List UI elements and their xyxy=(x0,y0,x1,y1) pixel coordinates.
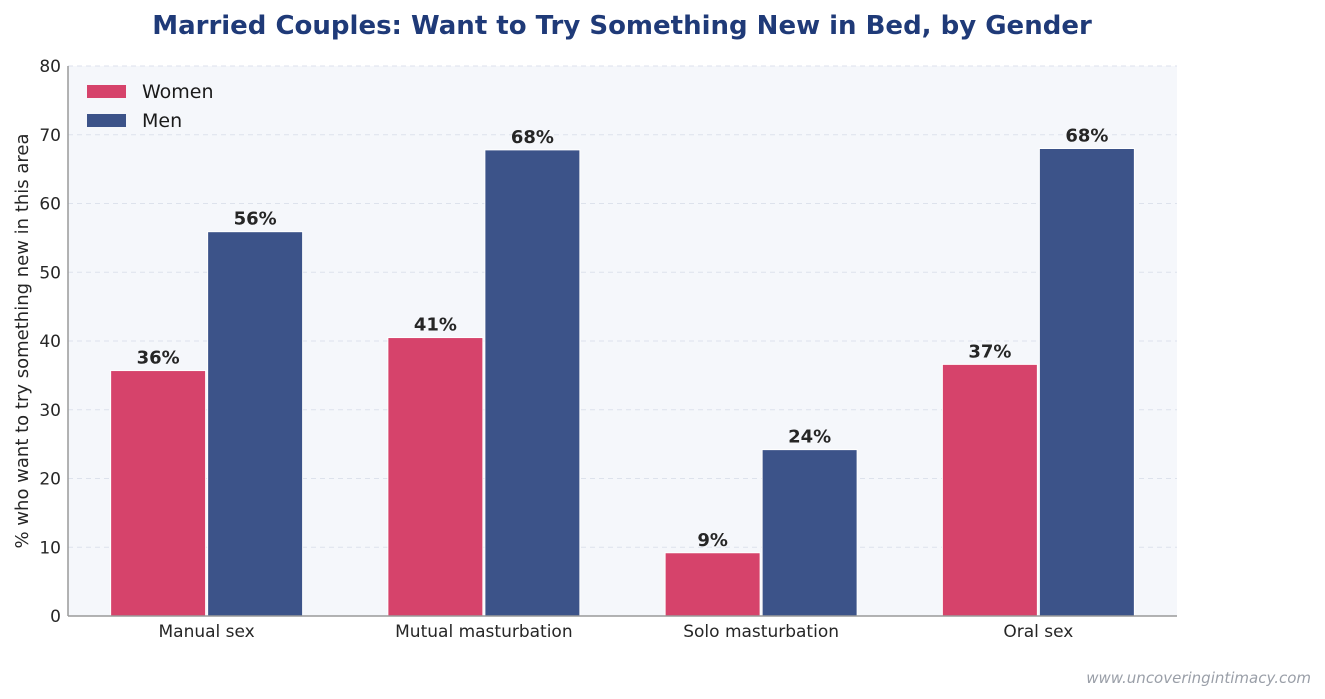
data-label: 37% xyxy=(968,341,1011,362)
x-tick-label: Manual sex xyxy=(158,622,254,642)
bar-women-1 xyxy=(387,337,484,617)
data-label: 36% xyxy=(137,348,180,369)
data-label: 68% xyxy=(511,127,554,148)
bar-women-2 xyxy=(664,552,761,617)
y-tick-label: 70 xyxy=(39,126,61,146)
x-tick-label: Solo masturbation xyxy=(683,622,839,642)
bar-men-1 xyxy=(484,149,581,617)
bar-women-0 xyxy=(110,370,207,617)
y-tick-label: 50 xyxy=(39,263,61,283)
legend-label: Men xyxy=(142,110,182,132)
data-label: 68% xyxy=(1065,126,1108,147)
data-labels: 36% 56% 41% 68% 9% 24% 37% 68% xyxy=(137,126,1109,551)
legend-swatch-women xyxy=(87,85,126,98)
data-label: 56% xyxy=(234,209,277,230)
x-tick-label: Mutual masturbation xyxy=(395,622,572,642)
y-tick-label: 20 xyxy=(39,470,61,490)
y-tick-label: 40 xyxy=(39,332,61,352)
data-label: 41% xyxy=(414,315,457,336)
y-tick-label: 30 xyxy=(39,401,61,421)
watermark: www.uncoveringintimacy.com xyxy=(1086,669,1311,687)
data-label: 9% xyxy=(697,530,728,551)
y-tick-label: 0 xyxy=(50,607,61,627)
legend-label: Women xyxy=(142,81,214,103)
x-tick-label: Oral sex xyxy=(1003,622,1073,642)
y-tick-label: 80 xyxy=(39,57,61,77)
data-label: 24% xyxy=(788,427,831,448)
x-axis-ticks: Manual sex Mutual masturbation Solo mastur… xyxy=(158,622,1073,642)
y-axis-label: % who want to try something new in this … xyxy=(12,133,33,548)
chart-title: Married Couples: Want to Try Something N… xyxy=(152,11,1092,41)
y-axis-ticks: 0 10 20 30 40 50 60 70 80 xyxy=(39,57,61,627)
legend: Women Men xyxy=(87,81,214,132)
bar-men-2 xyxy=(761,449,858,617)
bar-women-3 xyxy=(941,363,1038,617)
bar-men-0 xyxy=(207,231,304,617)
y-tick-label: 10 xyxy=(39,538,61,558)
y-tick-label: 60 xyxy=(39,195,61,215)
bar-men-3 xyxy=(1038,148,1135,617)
legend-swatch-men xyxy=(87,114,126,127)
